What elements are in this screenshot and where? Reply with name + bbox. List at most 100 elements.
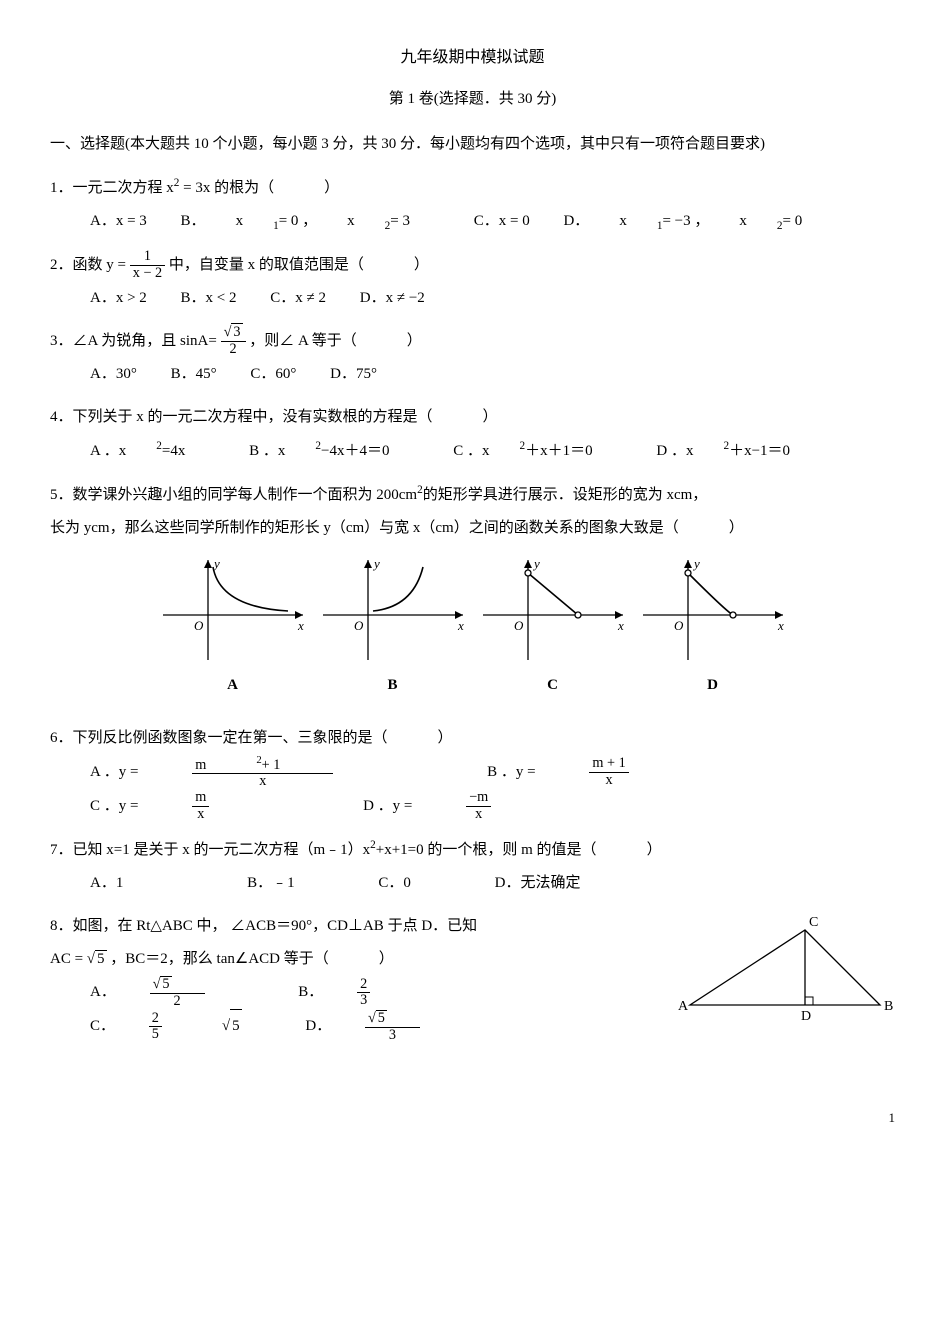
q6-B-label: B ．y =: [487, 756, 535, 789]
q7-stem-post: +x+1=0 的一个根，则 m 的值是（: [376, 842, 597, 858]
q6-A-num: m2 + 1: [192, 755, 333, 774]
q4-opt-A: A ．x2=4x: [90, 434, 215, 468]
q1-B-prefix: B．: [181, 205, 206, 238]
q3-stem-suffix: ，则∠ A 等于（: [249, 333, 357, 349]
page-subtitle: 第 1 卷(选择题．共 30 分): [50, 83, 895, 116]
q3-den: 2: [221, 342, 246, 358]
q2-opt-B: B．x < 2: [181, 282, 237, 315]
q8-opt-B: B． 2 3: [298, 976, 430, 1009]
q4-D-pre: D ．x: [656, 435, 693, 468]
q3-opt-A: A．30°: [90, 358, 137, 391]
svg-text:O: O: [354, 618, 364, 633]
q6-options: A ．y = m2 + 1 x B ．y = m + 1 x C ．y = m …: [50, 755, 895, 823]
q4-D-post: ＋x−1＝0: [729, 435, 790, 468]
q4-opt-B: B ．x2−4x＋4＝0: [249, 434, 419, 468]
page-title: 九年级期中模拟试题: [50, 40, 895, 75]
q8-D-num: √5: [365, 1010, 420, 1028]
q5-label-A: A: [158, 669, 308, 702]
q4-opt-C: C ．x2＋x＋1＝0: [453, 434, 622, 468]
q1-eq-rhs: = 3x: [179, 180, 210, 196]
svg-text:B: B: [884, 999, 893, 1014]
q5-graph-A-svg: xyO: [158, 555, 308, 665]
q2-fraction: 1 x − 2: [130, 249, 165, 281]
question-4: 4．下列关于 x 的一元二次方程中，没有实数根的方程是（） A ．x2=4x B…: [50, 401, 895, 468]
q8-B-frac: 2 3: [357, 977, 400, 1009]
q5-line1-post: 的矩形学具进行展示．设矩形的宽为 xcm，: [423, 487, 708, 503]
q3-opt-C: C．60°: [250, 358, 296, 391]
q6-C-frac: m x: [192, 790, 259, 822]
q6-opt-A: A ．y = m2 + 1 x: [90, 755, 433, 790]
q7-opt-C: C．0: [378, 867, 411, 900]
q6-A-den: x: [192, 774, 333, 790]
svg-text:A: A: [678, 999, 689, 1014]
q3-opt-B: B．45°: [171, 358, 217, 391]
svg-text:y: y: [692, 556, 700, 571]
q1-B-x1: x: [236, 205, 244, 238]
q1-D-x1: x: [619, 205, 627, 238]
q1-stem-prefix: 1．一元二次方程: [50, 180, 163, 196]
page-number: 1: [50, 1104, 895, 1133]
q5-graph-D-svg: xyO: [638, 555, 788, 665]
q2-close: ）: [414, 257, 429, 273]
q5-graph-B-svg: xyO: [318, 555, 468, 665]
q8-A-frac: √5 2: [150, 976, 235, 1009]
q6-opt-B: B ．y = m + 1 x: [487, 756, 729, 789]
q7-opt-D: D．无法确定: [495, 867, 581, 900]
q6-C-label: C ．y =: [90, 790, 138, 823]
svg-text:x: x: [457, 618, 464, 633]
q7-stem-pre: 7．已知 x=1 是关于 x 的一元二次方程（m﹣1）x: [50, 842, 370, 858]
q3-fraction: √3 2: [221, 325, 246, 357]
q6-A-frac: m2 + 1 x: [192, 755, 383, 790]
q8-opt-C: C． 2 5 √5: [90, 1009, 272, 1043]
q2-options: A．x > 2 B．x < 2 C．x ≠ 2 D．x ≠ −2: [50, 282, 895, 315]
q2-num: 1: [130, 249, 165, 266]
q1-equation: x2 = 3x: [166, 180, 214, 196]
q5-graphs: xyO A xyO B xyO C xyO D: [50, 555, 895, 702]
q1-D-eq1: = −3 ，: [662, 205, 709, 238]
section-intro: 一、选择题(本大题共 10 个小题，每小题 3 分，共 30 分．每小题均有四个…: [50, 128, 895, 161]
q8-triangle: ABCD: [675, 910, 895, 1030]
q1-B-eq2: = 3: [390, 205, 410, 238]
q5-close: ）: [729, 520, 744, 536]
q8-B-label: B．: [298, 976, 323, 1009]
q6-A-num-pre: m: [195, 758, 206, 774]
q4-B-post: −4x＋4＝0: [321, 435, 389, 468]
q6-D-den: x: [466, 807, 491, 823]
q7-close: ）: [647, 842, 662, 858]
q4-C-post: ＋x＋1＝0: [525, 435, 593, 468]
q1-stem-suffix: 的根为（: [214, 180, 274, 196]
q8-D-frac: √5 3: [365, 1010, 450, 1043]
q1-opt-C: C．x = 0: [474, 205, 530, 238]
q6-stem: 6．下列反比例函数图象一定在第一、三象限的是（: [50, 730, 388, 746]
q8-A-num: √5: [150, 976, 205, 994]
q5-graph-D: xyO D: [638, 555, 788, 702]
q8-D-den: 3: [365, 1028, 420, 1044]
svg-text:D: D: [801, 1009, 811, 1024]
q8-C-sqrt: 5: [230, 1009, 242, 1043]
q8-opt-D: D． √5 3: [305, 1010, 480, 1043]
svg-text:x: x: [777, 618, 784, 633]
question-1: 1．一元二次方程 x2 = 3x 的根为（） A．x = 3 B．x1 = 0 …: [50, 171, 895, 239]
q8-text: 8．如图，在 Rt△ABC 中， ∠ACB＝90°，CD⊥AB 于点 D．已知 …: [50, 910, 655, 1044]
q8-line2-pre: AC =: [50, 951, 87, 967]
q5-label-B: B: [318, 669, 468, 702]
q6-D-num: −m: [466, 790, 491, 807]
q8-close: ）: [379, 951, 394, 967]
svg-text:x: x: [297, 618, 304, 633]
question-7: 7．已知 x=1 是关于 x 的一元二次方程（m﹣1）x2+x+1=0 的一个根…: [50, 833, 895, 900]
q6-A-num-post: + 1: [262, 758, 281, 774]
q6-C-den: x: [192, 807, 209, 823]
q2-opt-A: A．x > 2: [90, 282, 147, 315]
q8-C-num: 2: [149, 1011, 162, 1028]
q2-den: x − 2: [130, 266, 165, 282]
q4-close: ）: [483, 409, 498, 425]
q8-D-label: D．: [305, 1010, 331, 1043]
q8-C-frac: 2 5: [149, 1011, 192, 1043]
question-3: 3．∠A 为锐角，且 sinA= √3 2 ，则∠ A 等于（） A．30° B…: [50, 325, 895, 391]
q1-eq-lhs: x: [166, 180, 174, 196]
q1-D-x2: x: [739, 205, 747, 238]
q2-stem-suffix: 中，自变量 x 的取值范围是（: [169, 257, 364, 273]
q6-B-num: m + 1: [589, 756, 628, 773]
q1-opt-A: A．x = 3: [90, 205, 147, 238]
question-2: 2．函数 y = 1 x − 2 中，自变量 x 的取值范围是（） A．x > …: [50, 249, 895, 315]
